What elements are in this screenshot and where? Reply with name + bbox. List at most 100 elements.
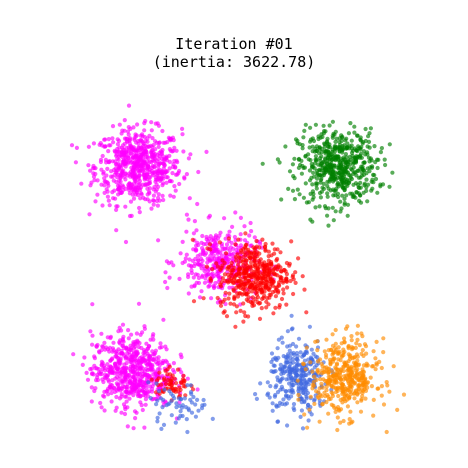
point-magenta — [120, 173, 125, 178]
point-red — [289, 239, 294, 244]
point-magenta — [186, 291, 191, 296]
point-magenta — [146, 344, 151, 349]
point-red — [224, 314, 230, 319]
point-magenta — [110, 159, 115, 164]
point-green — [287, 169, 293, 174]
point-magenta — [119, 190, 124, 195]
point-red — [284, 276, 289, 281]
point-red — [261, 281, 266, 286]
point-magenta — [161, 140, 166, 145]
point-green — [357, 198, 362, 203]
point-magenta — [106, 379, 111, 384]
point-green — [359, 155, 364, 160]
point-magenta — [86, 144, 91, 149]
point-blue — [265, 392, 270, 397]
point-magenta — [211, 243, 216, 248]
point-orange — [354, 341, 359, 346]
point-red — [219, 280, 224, 285]
point-orange — [336, 357, 341, 362]
point-red — [260, 237, 265, 242]
point-magenta — [140, 407, 145, 413]
point-green — [275, 157, 280, 162]
point-green — [339, 138, 344, 144]
point-red — [291, 277, 296, 282]
point-red — [250, 295, 255, 300]
point-magenta — [114, 207, 119, 212]
point-blue — [185, 383, 190, 388]
point-green — [371, 172, 376, 177]
point-magenta — [93, 199, 98, 204]
point-magenta — [156, 144, 161, 149]
point-red — [242, 310, 247, 315]
point-green — [300, 143, 305, 148]
point-magenta — [211, 238, 216, 243]
point-magenta — [106, 137, 111, 142]
point-red — [287, 261, 292, 266]
point-orange — [315, 367, 320, 372]
point-magenta — [173, 164, 178, 169]
point-magenta — [177, 181, 182, 187]
point-red — [191, 299, 197, 304]
point-magenta — [114, 354, 119, 359]
point-orange — [310, 369, 315, 374]
point-orange — [328, 361, 333, 366]
point-red — [214, 261, 219, 266]
point-orange — [368, 375, 373, 380]
point-orange — [342, 374, 347, 379]
point-magenta — [102, 375, 107, 380]
point-red — [215, 264, 220, 269]
point-red — [293, 270, 298, 275]
point-blue — [283, 355, 288, 360]
point-blue — [182, 396, 187, 401]
point-magenta — [206, 284, 211, 289]
point-magenta — [148, 353, 153, 358]
point-green — [316, 136, 321, 142]
point-blue — [287, 364, 292, 369]
point-orange — [355, 391, 360, 396]
point-magenta — [219, 253, 224, 258]
point-green — [364, 177, 369, 182]
point-orange — [315, 348, 320, 353]
point-magenta — [165, 175, 170, 180]
point-green — [315, 176, 320, 181]
point-magenta — [145, 192, 150, 197]
point-magenta — [117, 377, 122, 382]
point-red — [234, 272, 239, 277]
point-magenta — [161, 317, 166, 322]
point-red — [263, 247, 268, 252]
point-red — [253, 286, 258, 292]
point-green — [373, 176, 379, 182]
point-green — [358, 193, 363, 198]
point-red — [163, 381, 169, 386]
point-blue — [254, 396, 259, 401]
point-green — [286, 186, 291, 191]
point-red — [228, 301, 233, 306]
point-green — [342, 202, 347, 207]
point-magenta — [173, 188, 178, 193]
point-magenta — [90, 302, 95, 307]
point-orange — [391, 364, 396, 369]
point-red — [156, 376, 161, 381]
point-orange — [359, 351, 364, 356]
point-magenta — [213, 235, 218, 240]
point-green — [304, 200, 309, 205]
point-orange — [362, 342, 368, 347]
point-magenta — [143, 402, 148, 407]
point-orange — [350, 375, 355, 380]
point-magenta — [197, 295, 203, 300]
point-blue — [161, 422, 167, 427]
point-magenta — [122, 411, 128, 417]
point-orange — [379, 365, 384, 371]
point-red — [276, 289, 281, 294]
point-magenta — [139, 139, 144, 144]
point-magenta — [227, 248, 232, 253]
point-green — [352, 124, 357, 129]
point-orange — [373, 367, 378, 372]
point-magenta — [163, 270, 168, 275]
point-orange — [395, 407, 400, 412]
point-magenta — [187, 196, 192, 201]
point-blue — [280, 340, 285, 345]
point-magenta — [112, 172, 117, 177]
point-blue — [289, 313, 294, 318]
point-red — [223, 290, 228, 295]
